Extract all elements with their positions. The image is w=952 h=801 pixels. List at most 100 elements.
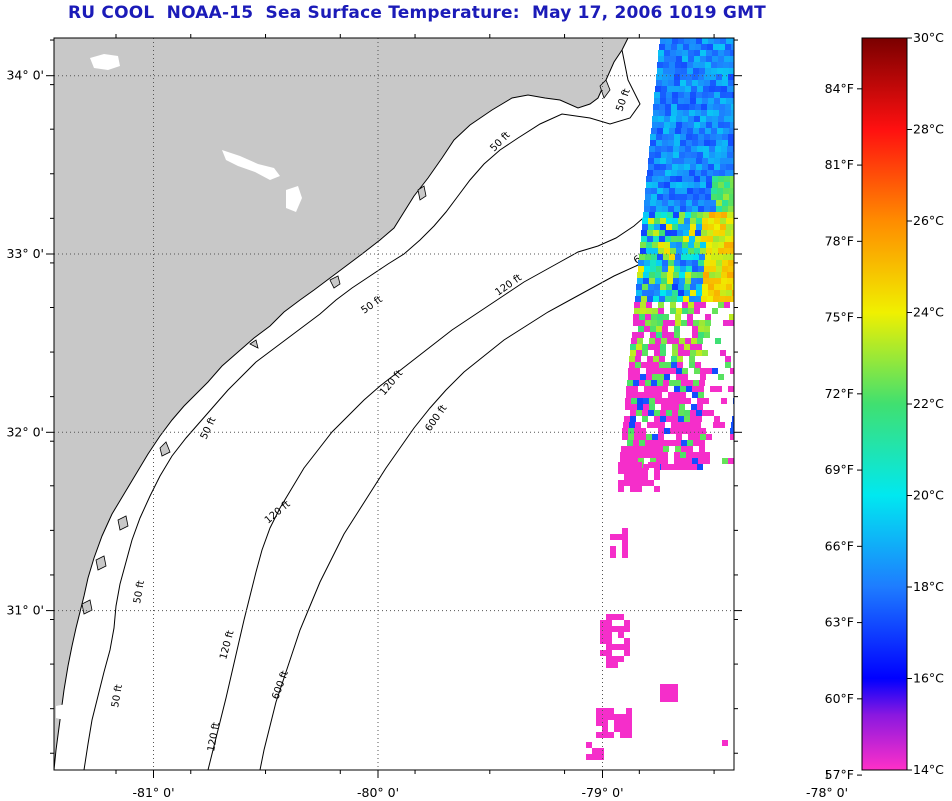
sst-pixel xyxy=(682,308,688,314)
sst-pixel xyxy=(712,50,718,56)
sst-pixel xyxy=(624,468,630,474)
sst-pixel xyxy=(668,140,674,146)
sst-pixel xyxy=(664,368,670,374)
sst-pixel xyxy=(713,422,719,428)
sst-pixel xyxy=(669,254,675,260)
sst-pixel xyxy=(641,296,647,302)
sst-pixel xyxy=(668,266,674,272)
sst-pixel xyxy=(700,368,706,374)
sst-pixel xyxy=(650,386,656,392)
sst-pixel xyxy=(711,128,717,134)
sst-pixel xyxy=(732,98,734,104)
sst-pixel xyxy=(645,194,651,200)
sst-pixel xyxy=(687,314,693,320)
sst-pixel xyxy=(698,140,704,146)
sst-pixel xyxy=(716,140,722,146)
sst-pixel xyxy=(678,350,684,356)
map-title: RU COOL NOAA-15 Sea Surface Temperature:… xyxy=(68,3,766,23)
sst-pixel xyxy=(712,122,718,128)
sst-pixel xyxy=(684,344,690,350)
sst-pixel xyxy=(670,308,676,314)
sst-pixel xyxy=(698,260,704,266)
sst-pixel xyxy=(731,170,734,176)
grid-lines xyxy=(54,38,734,770)
sst-pixel xyxy=(639,380,645,386)
sst-pixel xyxy=(718,248,724,254)
sst-pixel xyxy=(694,122,700,128)
sst-pixel xyxy=(643,404,649,410)
sst-pixel xyxy=(676,308,682,314)
sst-pixel xyxy=(674,326,680,332)
sst-pixel xyxy=(684,410,690,416)
sst-pixel xyxy=(663,194,669,200)
sst-pixel xyxy=(700,116,706,122)
sst-pixel xyxy=(676,248,682,254)
sst-pixel xyxy=(725,104,731,110)
sst-pixel xyxy=(650,332,656,338)
sst-pixel xyxy=(630,350,636,356)
sst-pixel xyxy=(685,338,691,344)
sst-pixel xyxy=(643,278,649,284)
sst-pixel xyxy=(704,140,710,146)
sst-pixel xyxy=(684,224,690,230)
sst-pixel xyxy=(602,726,608,732)
sst-pixel xyxy=(633,380,639,386)
sst-pixel xyxy=(685,152,691,158)
sst-pixel xyxy=(659,296,665,302)
sst-pixel xyxy=(672,224,678,230)
sst-pixel xyxy=(622,534,628,540)
sst-pixel xyxy=(706,434,712,440)
sst-pixel xyxy=(726,164,732,170)
sst-pixel xyxy=(721,398,727,404)
sst-pixel xyxy=(668,392,674,398)
sst-pixel xyxy=(669,380,675,386)
sst-pixel xyxy=(696,158,702,164)
sst-pixel xyxy=(714,290,720,296)
sst-pixel xyxy=(662,266,668,272)
sst-pixel xyxy=(676,434,682,440)
sst-pixel xyxy=(701,296,707,302)
lat-tick-label: 31° 0' xyxy=(6,603,44,618)
sst-pixel xyxy=(718,242,724,248)
sst-pixel xyxy=(678,224,684,230)
sst-pixel xyxy=(720,350,726,356)
sst-pixel xyxy=(698,386,704,392)
sst-pixel xyxy=(657,62,663,68)
sst-pixel xyxy=(699,188,705,194)
sst-pixel xyxy=(625,404,631,410)
sst-pixel xyxy=(658,368,664,374)
sst-pixel xyxy=(696,344,702,350)
sst-pixel xyxy=(688,182,694,188)
sst-pixel xyxy=(656,74,662,80)
sst-pixel xyxy=(592,748,598,754)
sst-pixel xyxy=(695,104,701,110)
sst-pixel xyxy=(657,320,663,326)
sst-pixel xyxy=(633,440,639,446)
sst-pixel xyxy=(699,62,705,68)
sst-pixel xyxy=(658,116,664,122)
sst-pixel xyxy=(671,422,677,428)
sst-pixel xyxy=(732,92,734,98)
sst-pixel xyxy=(686,74,692,80)
sst-pixel xyxy=(687,68,693,74)
sst-pixel xyxy=(690,164,696,170)
sst-pixel xyxy=(730,248,734,254)
sst-pixel xyxy=(701,44,707,50)
sst-pixel xyxy=(630,416,636,422)
sst-pixel xyxy=(658,182,664,188)
sst-pixel xyxy=(672,38,678,44)
sst-pixel xyxy=(712,242,718,248)
sst-pixel xyxy=(650,452,656,458)
sst-pixel xyxy=(687,62,693,68)
sst-pixel xyxy=(690,410,696,416)
sst-pixel xyxy=(667,86,673,92)
sst-pixel xyxy=(702,38,708,44)
sst-pixel xyxy=(694,116,700,122)
sst-pixel xyxy=(660,38,666,44)
sst-pixel xyxy=(679,278,685,284)
sst-pixel xyxy=(715,272,721,278)
sst-pixel xyxy=(662,458,668,464)
sst-pixel xyxy=(652,248,658,254)
sst-pixel xyxy=(669,128,675,134)
inland-lake-4 xyxy=(56,704,72,720)
